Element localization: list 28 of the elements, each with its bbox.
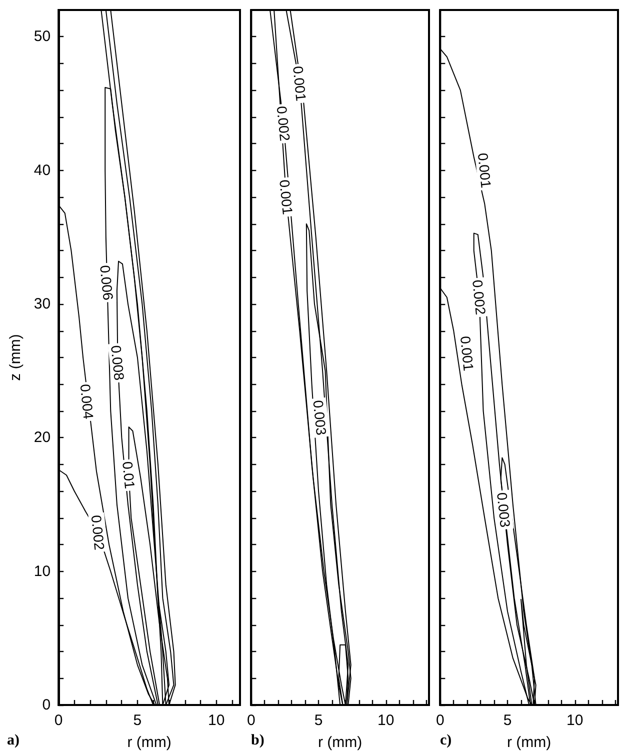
y-tick-label: 40 bbox=[34, 162, 51, 179]
annotation: 0.006 bbox=[96, 264, 116, 302]
annotation: 0.003 bbox=[310, 399, 330, 436]
text: b) bbox=[251, 732, 264, 748]
y-tick-label: 10 bbox=[34, 562, 51, 580]
x-axis-title: r (mm) bbox=[507, 734, 552, 751]
x-axis-title: r (mm) bbox=[127, 734, 172, 751]
x-tick-label: 5 bbox=[503, 712, 512, 729]
annotation: 0.001 bbox=[457, 335, 477, 372]
text: c) bbox=[440, 732, 452, 748]
x-tick-label: 10 bbox=[208, 712, 225, 729]
x-axis-title: r (mm) bbox=[318, 734, 362, 751]
y-tick-label: 30 bbox=[34, 296, 51, 313]
x-tick-label: 0 bbox=[247, 712, 256, 729]
x-tick-label: 0 bbox=[436, 712, 444, 729]
y-tick-label: 0 bbox=[42, 696, 51, 714]
x-tick-label: 10 bbox=[566, 712, 584, 729]
text: a) bbox=[7, 732, 20, 748]
y-tick-label: 20 bbox=[34, 429, 51, 446]
y-tick-label: 50 bbox=[34, 28, 51, 46]
y-axis-title: z (mm) bbox=[7, 334, 24, 381]
x-tick-label: 0 bbox=[54, 712, 63, 729]
x-tick-label: 10 bbox=[378, 712, 394, 729]
x-tick-label: 5 bbox=[133, 712, 142, 729]
x-tick-label: 5 bbox=[314, 712, 323, 729]
annotation: 0.001 bbox=[474, 152, 494, 189]
annotation: 0.003 bbox=[494, 492, 514, 528]
annotation: 0.004 bbox=[77, 383, 97, 420]
